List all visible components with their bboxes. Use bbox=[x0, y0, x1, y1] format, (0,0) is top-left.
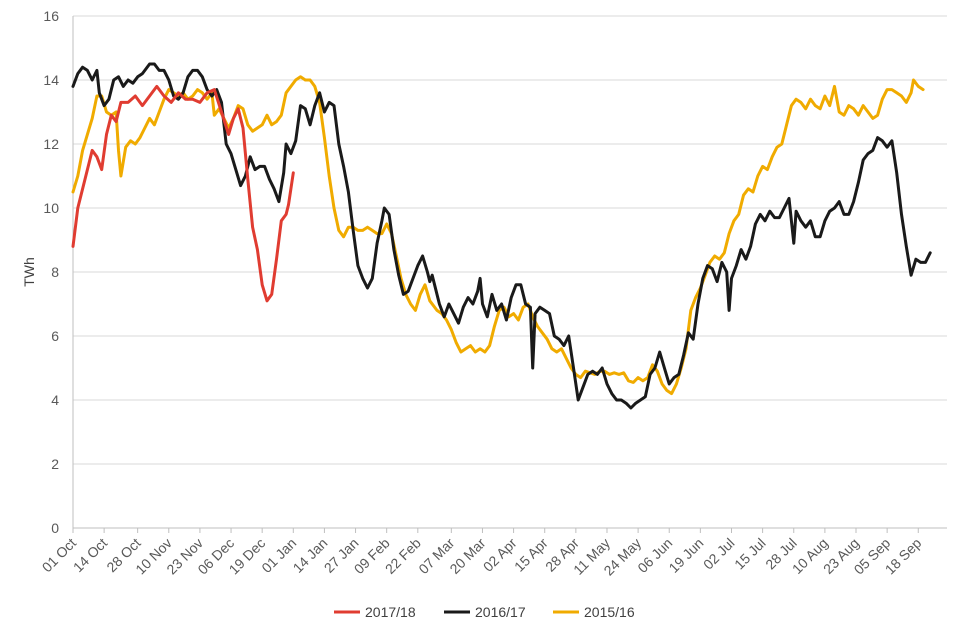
y-tick-label: 8 bbox=[51, 264, 59, 280]
y-tick-label: 6 bbox=[51, 328, 59, 344]
y-tick-label: 4 bbox=[51, 392, 59, 408]
series-lines bbox=[71, 62, 932, 410]
x-tick-label: 02 Jul bbox=[700, 535, 738, 573]
x-tick-label: 15 Apr bbox=[511, 535, 551, 575]
y-tick-label: 16 bbox=[43, 8, 59, 24]
y-tick-label: 10 bbox=[43, 200, 59, 216]
y-axis-title: TWh bbox=[21, 257, 37, 287]
x-tick-label: 01 Oct bbox=[39, 535, 80, 576]
x-tick-label: 20 Mar bbox=[446, 535, 488, 577]
y-tick-label: 12 bbox=[43, 136, 59, 152]
x-tick-label: 02 Apr bbox=[480, 535, 520, 575]
legend-label: 2017/18 bbox=[365, 604, 416, 620]
series-line-2017-18 bbox=[71, 84, 295, 303]
x-tick-label: 22 Feb bbox=[382, 535, 424, 577]
x-tick-label: 19 Jun bbox=[665, 535, 706, 576]
x-tick-label: 15 Jul bbox=[731, 535, 769, 573]
gridlines bbox=[73, 15, 947, 465]
x-tick-label: 01 Jan bbox=[258, 535, 299, 576]
axes bbox=[72, 16, 947, 529]
y-tick-label: 14 bbox=[43, 72, 59, 88]
y-tick-label: 2 bbox=[51, 456, 59, 472]
legend-label: 2015/16 bbox=[584, 604, 635, 620]
y-axis-ticks: 0 2 4 6 8 10 12 14 16 bbox=[43, 8, 59, 536]
legend: 2017/18 2016/17 2015/16 bbox=[334, 604, 635, 620]
x-tick-label: 14 Oct bbox=[70, 535, 111, 576]
legend-label: 2016/17 bbox=[475, 604, 526, 620]
series-line-2016-17 bbox=[71, 62, 932, 410]
y-tick-label: 0 bbox=[51, 520, 59, 536]
